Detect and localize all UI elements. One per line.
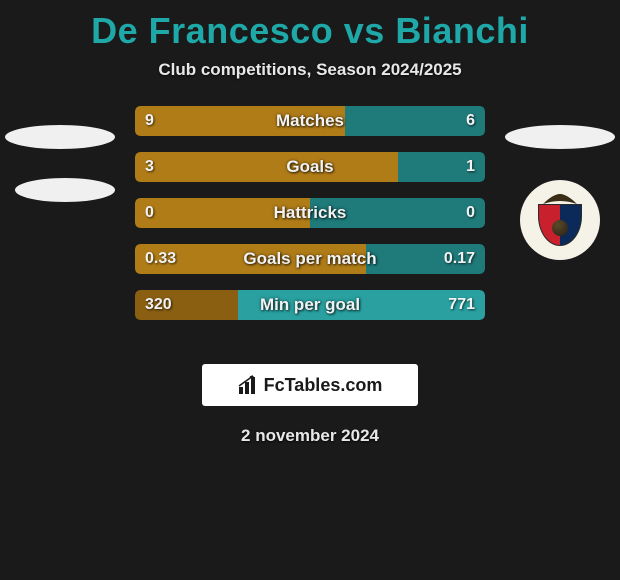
branding-label: FcTables.com — [264, 375, 383, 396]
stat-row: 96Matches — [135, 106, 485, 136]
page-title: De Francesco vs Bianchi — [0, 0, 620, 52]
stats-area: 96Matches 31Goals 00Hattricks 0.330.17Goals… — [0, 106, 620, 346]
stat-row: 0.330.17Goals per match — [135, 244, 485, 274]
subtitle: Club competitions, Season 2024/2025 — [0, 60, 620, 80]
stat-bar-left — [135, 152, 398, 182]
stat-bar-left — [135, 106, 345, 136]
stat-row: 320771Min per goal — [135, 290, 485, 320]
stat-bar-left — [135, 244, 366, 274]
stat-row: 31Goals — [135, 152, 485, 182]
stat-bar-right — [238, 290, 485, 320]
stat-bar-right — [310, 198, 485, 228]
stat-bar-left — [135, 290, 238, 320]
stat-bar-left — [135, 198, 310, 228]
stat-bar-right — [398, 152, 486, 182]
stat-bar-right — [345, 106, 485, 136]
date-label: 2 november 2024 — [0, 426, 620, 446]
stat-bar-right — [366, 244, 485, 274]
branding-badge: FcTables.com — [202, 364, 418, 406]
stat-row: 00Hattricks — [135, 198, 485, 228]
bar-chart-icon — [238, 375, 260, 395]
